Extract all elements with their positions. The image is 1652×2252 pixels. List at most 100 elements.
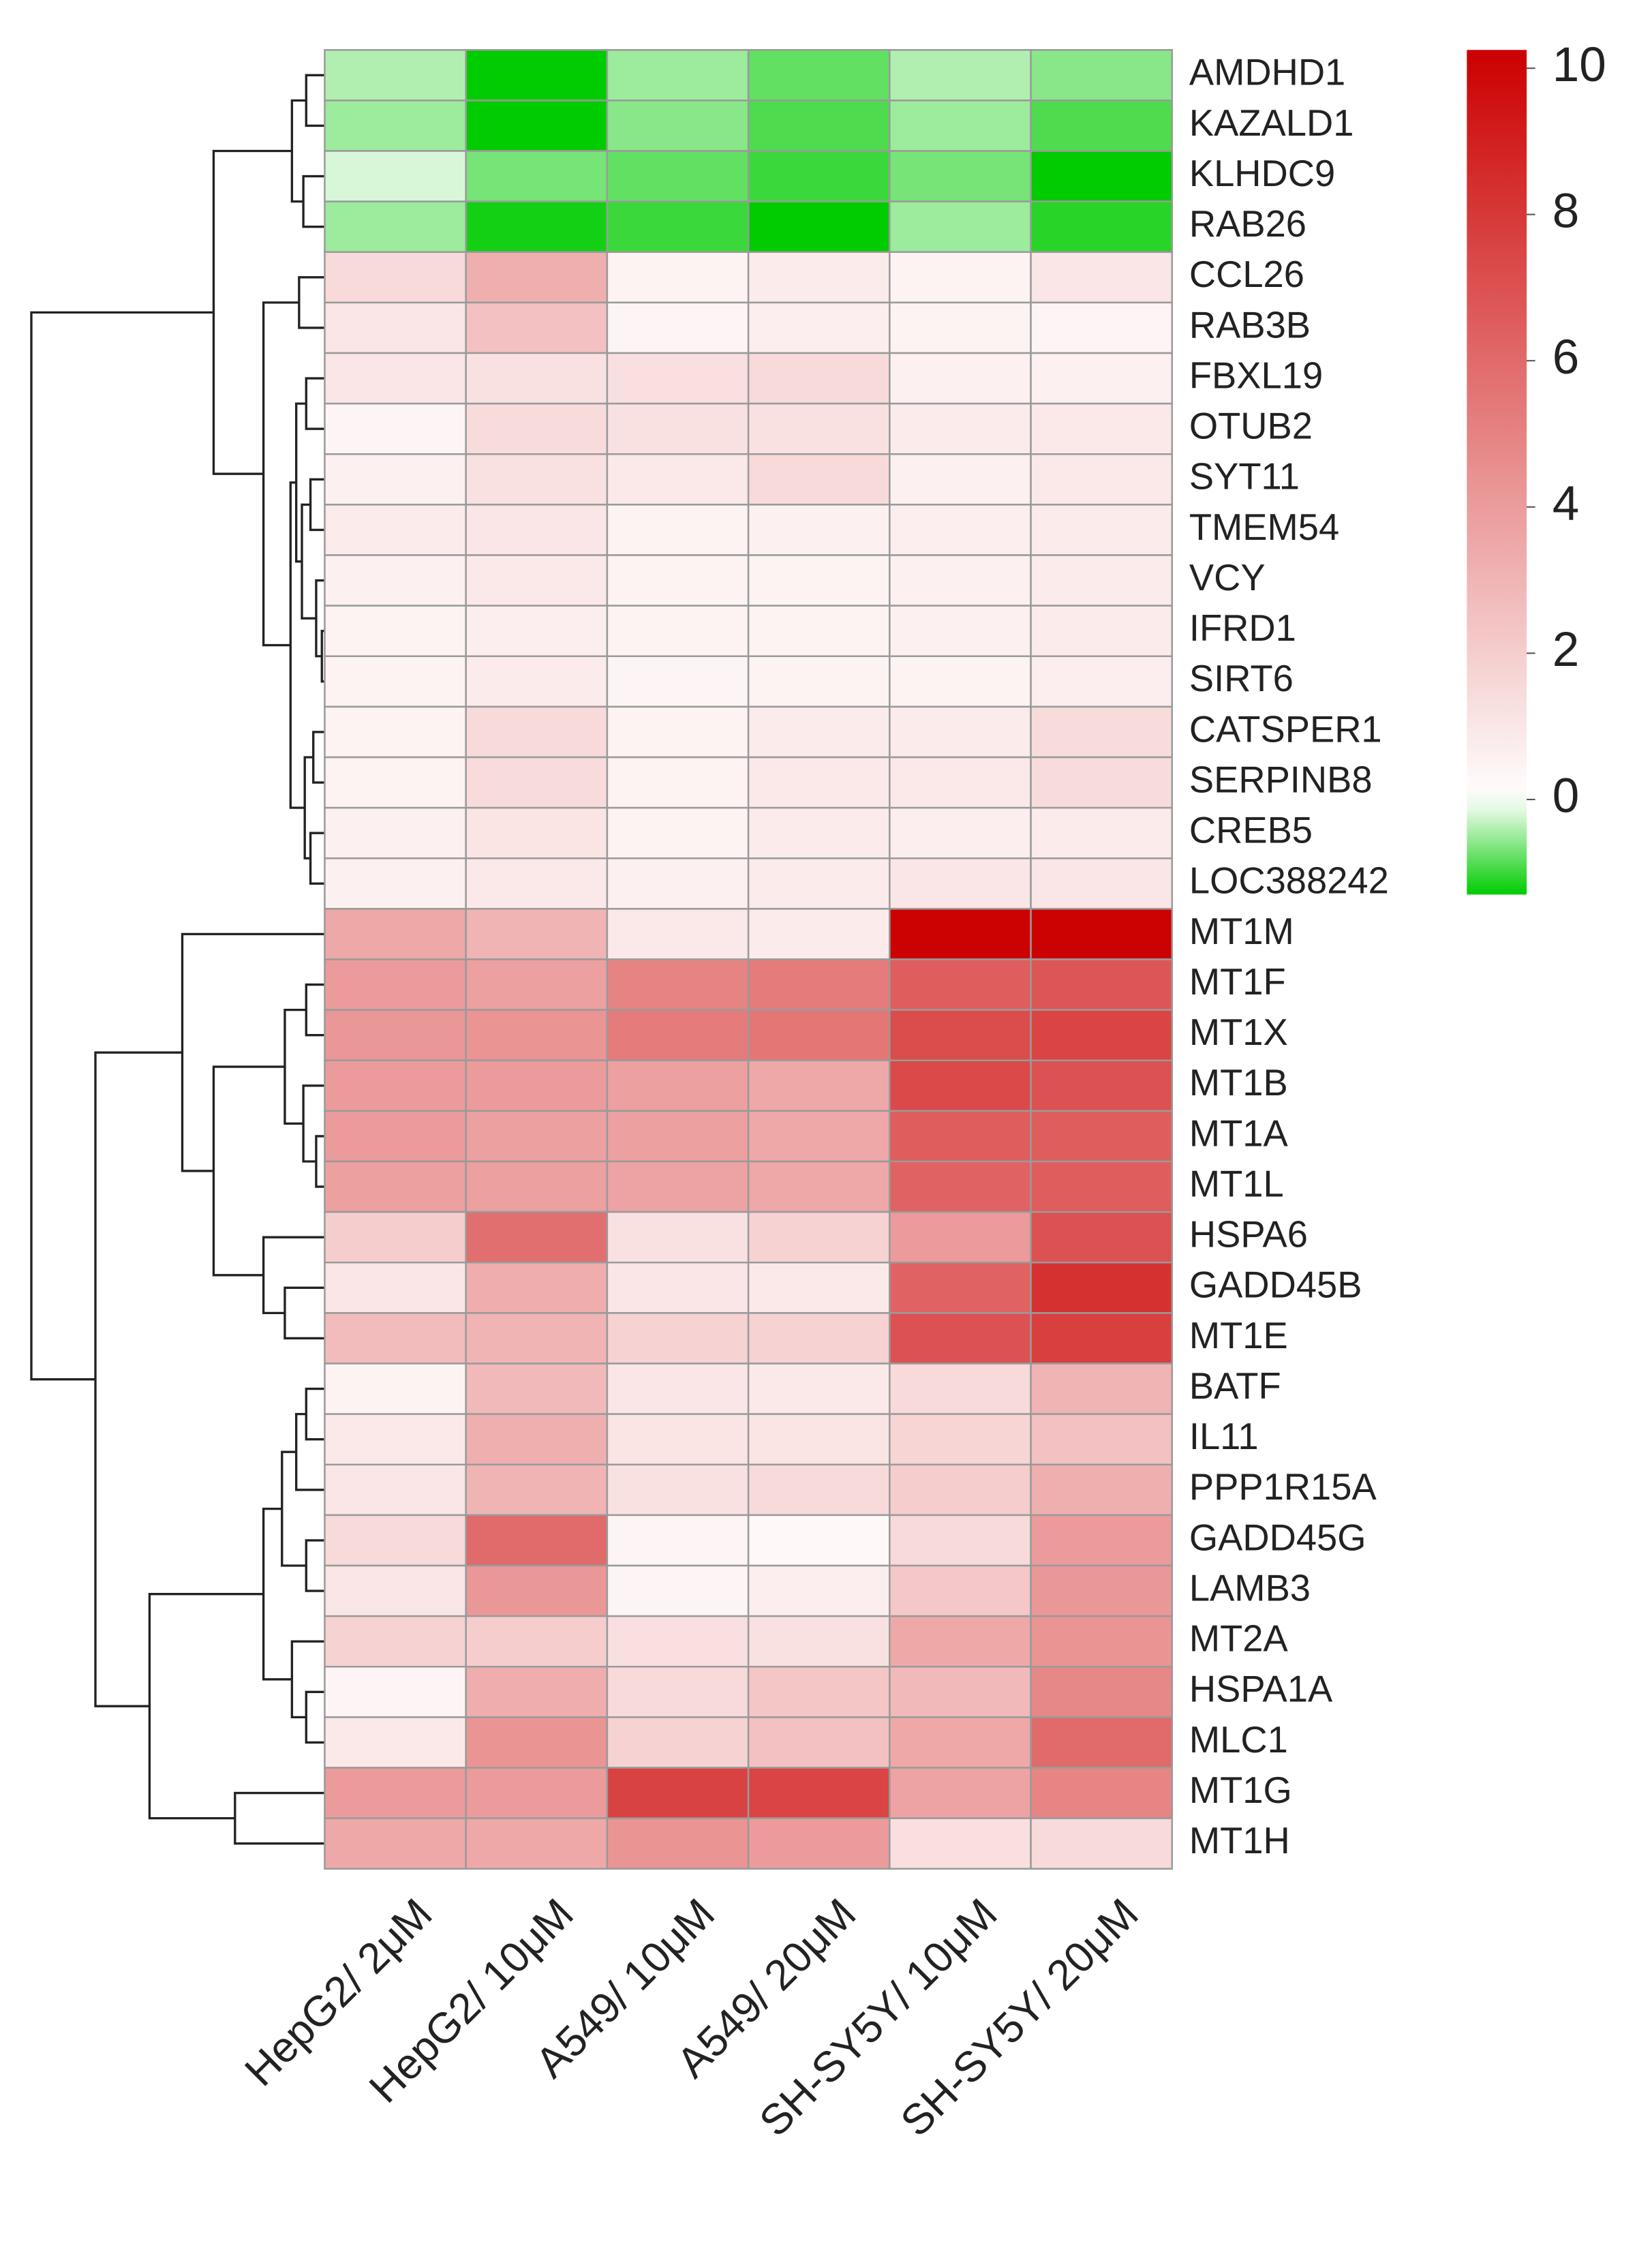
cell xyxy=(465,352,609,405)
cell xyxy=(889,1262,1032,1314)
cell xyxy=(465,1009,609,1062)
row-label: HSPA1A xyxy=(1189,1669,1333,1710)
row-label: GADD45B xyxy=(1189,1264,1362,1306)
cell xyxy=(747,504,891,556)
cell xyxy=(747,1262,891,1314)
cell xyxy=(324,554,467,607)
row-label: CCL26 xyxy=(1189,254,1304,295)
cell xyxy=(1030,554,1174,607)
cell xyxy=(465,200,609,254)
cell xyxy=(889,1413,1032,1466)
cell xyxy=(747,1615,891,1668)
cell xyxy=(747,1059,891,1112)
colorbar-tick-label: 10 xyxy=(1552,38,1606,92)
cell xyxy=(889,200,1032,254)
cell xyxy=(465,1160,609,1213)
cell xyxy=(465,1514,609,1567)
cell xyxy=(324,402,467,455)
row-label: MT1A xyxy=(1189,1112,1289,1154)
cell xyxy=(747,554,891,607)
cell xyxy=(465,655,609,708)
cell xyxy=(465,806,609,859)
cell xyxy=(747,150,891,202)
cell xyxy=(1030,655,1174,708)
row-label: HSPA6 xyxy=(1189,1214,1308,1256)
cell xyxy=(606,1160,750,1213)
row-label: KAZALD1 xyxy=(1189,102,1354,144)
cell xyxy=(465,301,609,354)
cell xyxy=(465,1262,609,1314)
cell xyxy=(324,1312,467,1365)
cell xyxy=(1030,1059,1174,1112)
cell xyxy=(889,908,1032,960)
row-label: PPP1R15A xyxy=(1189,1466,1377,1508)
row-label: LOC388242 xyxy=(1189,860,1389,902)
cell xyxy=(1030,705,1174,759)
cell xyxy=(889,806,1032,859)
cell xyxy=(747,1413,891,1466)
cell xyxy=(747,1767,891,1819)
cell xyxy=(747,857,891,910)
cell xyxy=(747,200,891,254)
cell xyxy=(324,251,467,304)
cell xyxy=(747,49,891,102)
row-label: MT1F xyxy=(1189,961,1286,1003)
cell xyxy=(606,1262,750,1314)
cell xyxy=(889,1666,1032,1718)
cell xyxy=(606,655,750,708)
cell xyxy=(465,1666,609,1718)
cell xyxy=(889,605,1032,658)
cell xyxy=(1030,1110,1174,1163)
colorbar-tick-label: 0 xyxy=(1552,770,1580,823)
cell xyxy=(889,49,1032,102)
cell xyxy=(606,150,750,202)
cell xyxy=(324,857,467,910)
row-label: VCY xyxy=(1189,557,1266,598)
cell xyxy=(889,453,1032,506)
cell xyxy=(1030,1009,1174,1062)
cell xyxy=(889,1059,1032,1112)
cell xyxy=(1030,958,1174,1011)
cell xyxy=(889,1312,1032,1365)
cell xyxy=(324,958,467,1011)
cell xyxy=(889,554,1032,607)
cell xyxy=(1030,1413,1174,1466)
colorbar-tick-label: 6 xyxy=(1552,331,1580,384)
cell xyxy=(1030,908,1174,960)
row-label: GADD45G xyxy=(1189,1517,1366,1558)
cell xyxy=(465,1211,609,1264)
cell xyxy=(606,251,750,304)
cell xyxy=(324,1817,467,1870)
cell xyxy=(465,705,609,759)
cell xyxy=(324,1716,467,1769)
cell xyxy=(324,150,467,202)
cell xyxy=(606,1312,750,1365)
cell xyxy=(324,1615,467,1668)
cell xyxy=(465,1716,609,1769)
cell xyxy=(324,504,467,556)
cell xyxy=(889,301,1032,354)
cell xyxy=(606,100,750,152)
cell xyxy=(747,1817,891,1870)
cell xyxy=(1030,756,1174,809)
row-label: MT1G xyxy=(1189,1769,1292,1811)
cell xyxy=(324,352,467,405)
cell xyxy=(324,1363,467,1415)
cell xyxy=(1030,605,1174,658)
cell xyxy=(747,1564,891,1617)
cell xyxy=(747,806,891,859)
cell xyxy=(889,150,1032,202)
cell xyxy=(747,402,891,455)
row-label: BATF xyxy=(1189,1365,1281,1407)
cell xyxy=(747,1009,891,1062)
row-label: AMDHD1 xyxy=(1189,52,1345,93)
cell xyxy=(324,1564,467,1617)
cell xyxy=(889,756,1032,809)
cell xyxy=(747,1666,891,1718)
row-label: SYT11 xyxy=(1189,456,1300,498)
cell xyxy=(1030,453,1174,506)
cell xyxy=(465,1564,609,1617)
cell xyxy=(606,1009,750,1062)
cell xyxy=(465,251,609,304)
